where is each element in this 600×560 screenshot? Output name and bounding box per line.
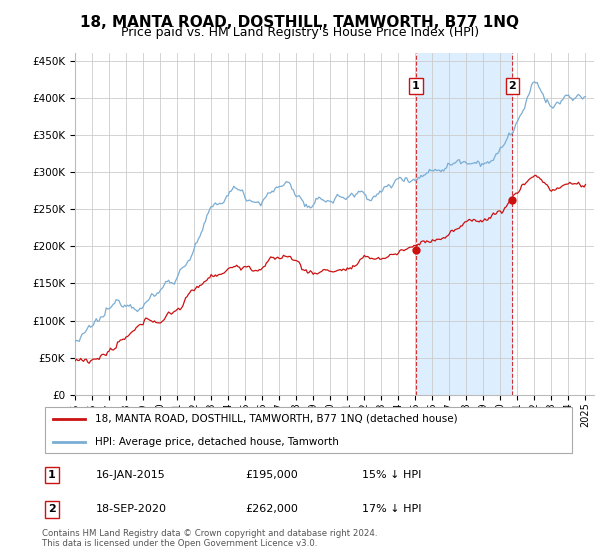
Text: 1: 1	[412, 81, 420, 91]
Text: 18, MANTA ROAD, DOSTHILL, TAMWORTH, B77 1NQ (detached house): 18, MANTA ROAD, DOSTHILL, TAMWORTH, B77 …	[95, 414, 458, 424]
Text: £195,000: £195,000	[245, 470, 298, 480]
Text: £262,000: £262,000	[245, 505, 298, 515]
Text: 18, MANTA ROAD, DOSTHILL, TAMWORTH, B77 1NQ: 18, MANTA ROAD, DOSTHILL, TAMWORTH, B77 …	[80, 15, 520, 30]
Text: 2: 2	[48, 505, 55, 515]
Text: Contains HM Land Registry data © Crown copyright and database right 2024.
This d: Contains HM Land Registry data © Crown c…	[42, 529, 377, 548]
Text: 1: 1	[48, 470, 55, 480]
Text: 15% ↓ HPI: 15% ↓ HPI	[362, 470, 422, 480]
Text: 2: 2	[509, 81, 517, 91]
Text: 16-JAN-2015: 16-JAN-2015	[95, 470, 165, 480]
Text: Price paid vs. HM Land Registry's House Price Index (HPI): Price paid vs. HM Land Registry's House …	[121, 26, 479, 39]
Text: 18-SEP-2020: 18-SEP-2020	[95, 505, 166, 515]
FancyBboxPatch shape	[44, 408, 572, 452]
Text: HPI: Average price, detached house, Tamworth: HPI: Average price, detached house, Tamw…	[95, 437, 339, 447]
Text: 17% ↓ HPI: 17% ↓ HPI	[362, 505, 422, 515]
